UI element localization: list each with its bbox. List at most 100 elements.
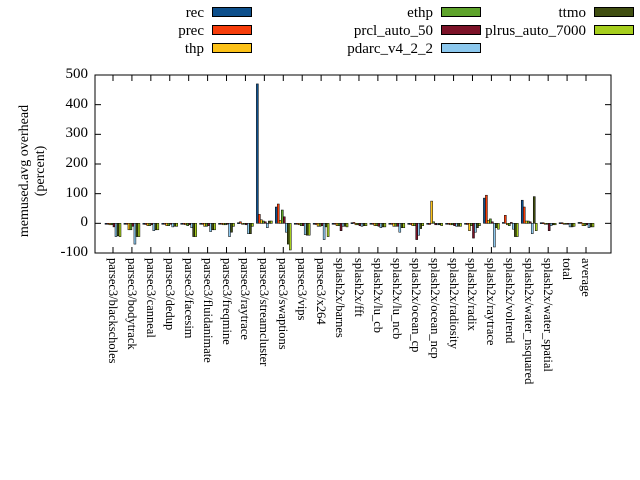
bar-plrus_auto_7000-15 (402, 223, 406, 228)
bar-rec-2 (142, 223, 146, 225)
bar-prcl_auto_50-17 (434, 223, 437, 226)
bar-pdarc_v4_2_2-17 (436, 223, 439, 226)
legend-swatch-thp (212, 43, 252, 53)
bar-ttmo-25 (589, 223, 593, 228)
bar-ttmo-20 (495, 223, 498, 228)
bar-rec-14 (369, 223, 373, 225)
bar-prec-8 (258, 214, 261, 224)
bar-plrus_auto_7000-3 (175, 223, 179, 227)
bar-rec-21 (502, 222, 505, 224)
bar-prcl_auto_50-15 (396, 223, 400, 227)
bar-ethp-0 (110, 223, 114, 226)
bar-ttmo-1 (135, 223, 139, 237)
bar-prec-18 (447, 223, 450, 225)
bar-ttmo-8 (268, 220, 271, 224)
bar-rec-22 (520, 199, 524, 224)
bar-ttmo-4 (192, 223, 195, 237)
bar-ethp-4 (186, 223, 189, 226)
bar-prcl_auto_50-7 (245, 223, 248, 226)
bar-rec-23 (539, 222, 543, 224)
bar-prcl_auto_50-5 (207, 223, 210, 226)
bar-thp-2 (146, 223, 150, 226)
bar-plrus_auto_7000-18 (459, 223, 462, 227)
bar-pdarc_v4_2_2-10 (303, 223, 307, 235)
legend-label-prcl_auto_50: prcl_auto_50 (353, 23, 433, 39)
bar-pdarc_v4_2_2-23 (549, 223, 553, 226)
y-tick-label: 300 (65, 125, 89, 142)
bar-plrus_auto_7000-1 (137, 223, 141, 237)
bar-ttmo-9 (287, 223, 290, 245)
bar-pdarc_v4_2_2-9 (285, 223, 288, 233)
bar-thp-20 (487, 220, 490, 224)
bar-plrus_auto_7000-12 (345, 223, 349, 228)
bar-prcl_auto_50-1 (131, 223, 135, 227)
bar-prec-9 (277, 203, 280, 224)
bar-rec-12 (331, 223, 335, 225)
bar-ttmo-2 (154, 223, 158, 231)
bar-ethp-20 (489, 218, 492, 224)
bar-ethp-22 (526, 220, 530, 224)
legend-swatch-rec (212, 7, 252, 17)
bar-thp-16 (411, 223, 414, 226)
bar-plrus_auto_7000-25 (591, 223, 595, 228)
bar-pdarc_v4_2_2-22 (530, 223, 534, 234)
legend-label-rec: rec (185, 5, 204, 21)
bar-plrus_auto_7000-6 (232, 223, 235, 227)
bar-prcl_auto_50-19 (472, 223, 475, 239)
y-tick-label: 100 (65, 184, 89, 201)
bar-prcl_auto_50-20 (491, 221, 494, 224)
bar-pdarc_v4_2_2-21 (512, 223, 515, 230)
bar-ethp-13 (356, 223, 360, 226)
bar-ttmo-17 (438, 223, 441, 226)
bar-prcl_auto_50-10 (301, 223, 305, 226)
bar-thp-22 (524, 220, 528, 224)
bar-plrus_auto_7000-19 (478, 223, 481, 226)
bar-prec-22 (522, 206, 526, 224)
bar-prec-2 (144, 223, 148, 225)
bar-ttmo-0 (116, 223, 120, 237)
bar-ethp-23 (545, 223, 549, 225)
bar-prcl_auto_50-18 (453, 223, 456, 226)
y-tick-label: 400 (65, 95, 89, 112)
bar-plrus_auto_7000-23 (553, 223, 557, 226)
y-tick-label: 500 (65, 66, 89, 82)
legend-swatch-plrus_auto_7000 (594, 25, 634, 35)
bar-pdarc_v4_2_2-4 (190, 223, 193, 228)
bar-plrus_auto_7000-10 (307, 223, 311, 236)
bar-prec-16 (409, 223, 412, 225)
bar-plrus_auto_7000-8 (270, 220, 273, 224)
bar-ttmo-19 (476, 223, 479, 228)
bar-pdarc_v4_2_2-18 (455, 223, 458, 227)
bar-ttmo-22 (532, 196, 536, 224)
bar-pdarc_v4_2_2-19 (474, 223, 477, 233)
legend-label-plrus_auto_7000: plrus_auto_7000 (485, 23, 586, 39)
bar-pdarc_v4_2_2-0 (114, 223, 118, 237)
bar-pdarc_v4_2_2-8 (266, 223, 269, 228)
bar-thp-14 (373, 223, 377, 226)
bar-prec-25 (579, 222, 583, 224)
bar-ethp-21 (508, 223, 511, 226)
bar-prec-19 (466, 223, 469, 225)
bar-ethp-7 (243, 223, 246, 225)
bar-pdarc_v4_2_2-20 (493, 223, 496, 248)
bar-prcl_auto_50-6 (226, 223, 229, 225)
bar-rec-9 (275, 206, 278, 224)
bar-rec-5 (199, 223, 202, 225)
bar-rec-19 (464, 223, 467, 225)
bar-pdarc_v4_2_2-2 (152, 223, 156, 231)
bar-thp-0 (108, 223, 112, 226)
bar-ttmo-13 (362, 223, 366, 226)
bar-ethp-1 (129, 223, 133, 231)
bar-prcl_auto_50-4 (188, 223, 191, 226)
bar-ethp-8 (262, 220, 265, 224)
bar-prcl_auto_50-11 (320, 223, 324, 226)
bar-prec-24 (560, 222, 564, 224)
bar-ttmo-11 (324, 223, 328, 228)
bar-prec-20 (485, 194, 488, 224)
bar-ethp-16 (413, 223, 416, 226)
bar-ethp-19 (470, 223, 473, 226)
bar-ethp-6 (224, 223, 227, 226)
bar-prcl_auto_50-25 (585, 223, 589, 226)
bar-plrus_auto_7000-0 (118, 223, 122, 237)
bar-pdarc_v4_2_2-1 (133, 223, 137, 245)
